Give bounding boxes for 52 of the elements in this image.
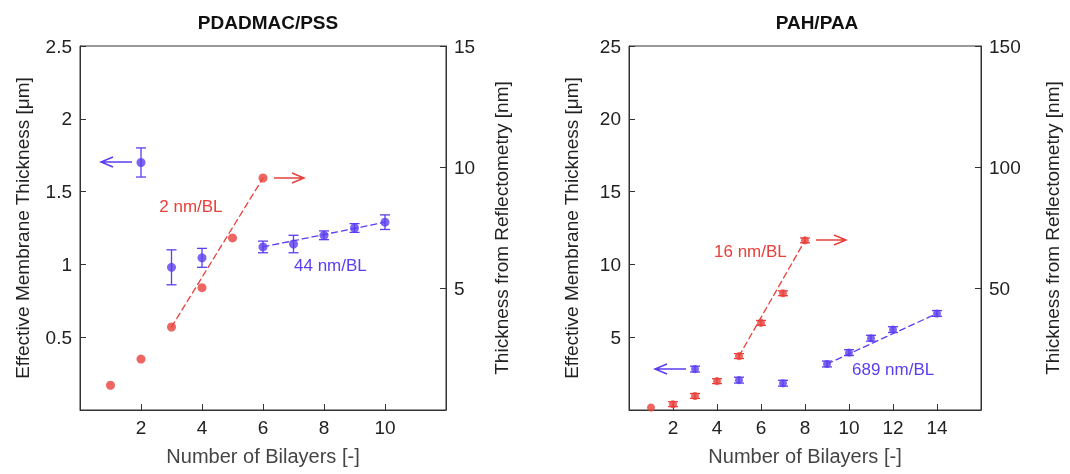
x-tick-label: 8 (799, 417, 811, 438)
point (136, 157, 146, 167)
x-tick-label: 6 (755, 417, 767, 438)
x-axis-title: Number of Bilayers [-] (708, 445, 902, 467)
y-tick-label: 0.5 (45, 326, 72, 348)
point (167, 322, 176, 332)
y-tick-label: 1 (61, 253, 72, 275)
point (228, 233, 237, 243)
y2-axis-title: Thickness from Reflectometry [nm] (491, 81, 512, 375)
y-tick-label: 1.5 (45, 181, 72, 203)
point (197, 253, 207, 263)
point (289, 239, 298, 249)
annotation: 16 nm/BL (714, 242, 787, 262)
y-tick-label: 20 (599, 108, 621, 130)
y2-tick-label: 50 (989, 278, 1011, 300)
x-tick-label: 2 (135, 417, 147, 438)
y-tick-label: 5 (610, 326, 621, 348)
x-tick-label: 10 (374, 417, 396, 438)
y2-tick-label: 150 (989, 35, 1021, 57)
point (380, 217, 390, 227)
point (167, 262, 176, 272)
x-tick-label: 4 (196, 417, 208, 438)
x-tick-label: 4 (711, 417, 723, 438)
y-tick-label: 15 (599, 181, 621, 203)
point (106, 380, 115, 390)
annotation: 689 nm/BL (852, 359, 935, 379)
x-tick-label: 10 (838, 417, 860, 438)
point (258, 173, 268, 183)
x-tick-label: 8 (318, 417, 330, 438)
y2-tick-label: 10 (454, 156, 476, 178)
y-axis-title: Effective Membrane Thickness [μm] (12, 77, 33, 379)
chart-title: PAH/PAA (775, 12, 859, 33)
y2-tick-label: 100 (989, 156, 1021, 178)
y-tick-label: 10 (599, 253, 621, 275)
y-tick-label: 2.5 (45, 35, 72, 57)
point (647, 403, 655, 412)
x-axis-title: Number of Bilayers [-] (166, 445, 360, 467)
y-tick-label: 2 (61, 108, 72, 130)
annotation: 44 nm/BL (294, 255, 367, 275)
y-axis-title: Effective Membrane Thickness [μm] (561, 77, 582, 379)
chart-title: PDADMAC/PSS (197, 12, 339, 33)
y2-axis-title: Thickness from Reflectometry [nm] (1042, 81, 1063, 375)
y2-tick-label: 15 (454, 35, 476, 57)
y-tick-label: 25 (599, 35, 621, 57)
annotation: 2 nm/BL (159, 196, 223, 216)
point (197, 283, 207, 293)
x-tick-label: 14 (926, 417, 948, 438)
x-tick-label: 2 (667, 417, 679, 438)
y2-tick-label: 5 (454, 278, 465, 300)
x-tick-label: 12 (882, 417, 904, 438)
x-tick-label: 6 (257, 417, 269, 438)
point (136, 354, 146, 364)
